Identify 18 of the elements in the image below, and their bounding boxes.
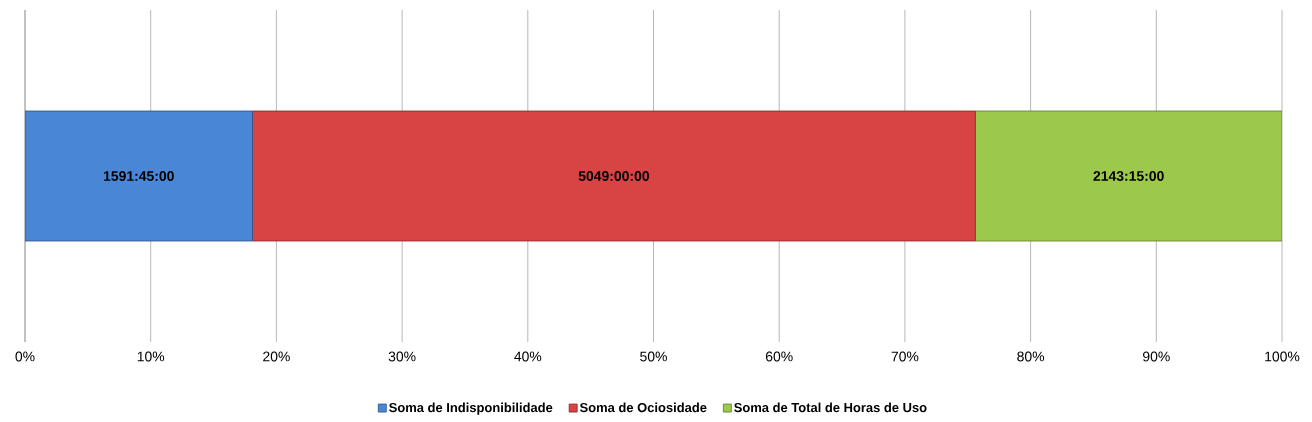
- x-tick-label: 40%: [514, 351, 542, 362]
- x-tick-label: 60%: [765, 351, 793, 362]
- legend-label: Soma de Total de Horas de Uso: [734, 402, 927, 413]
- x-tick-label: 0%: [15, 351, 35, 362]
- x-tick-label: 10%: [137, 351, 165, 362]
- bar: [252, 110, 976, 242]
- legend-label: Soma de Indisponibilidade: [389, 402, 553, 415]
- data-label: 5049:00:00: [578, 171, 649, 181]
- x-tick-label: 50%: [640, 351, 667, 362]
- x-tick-label: 20%: [263, 351, 290, 362]
- x-tick-label: 80%: [1017, 351, 1045, 362]
- data-label: 1591:45:00: [103, 171, 174, 181]
- data-label: 2143:15:00: [1093, 171, 1164, 181]
- legend-label: Soma de Ociosidade: [579, 402, 707, 413]
- x-tick-label: 100%: [1265, 351, 1300, 362]
- x-tick-label: 30%: [388, 351, 416, 362]
- x-tick-label: 90%: [1143, 351, 1170, 362]
- x-tick-label: 70%: [891, 351, 919, 362]
